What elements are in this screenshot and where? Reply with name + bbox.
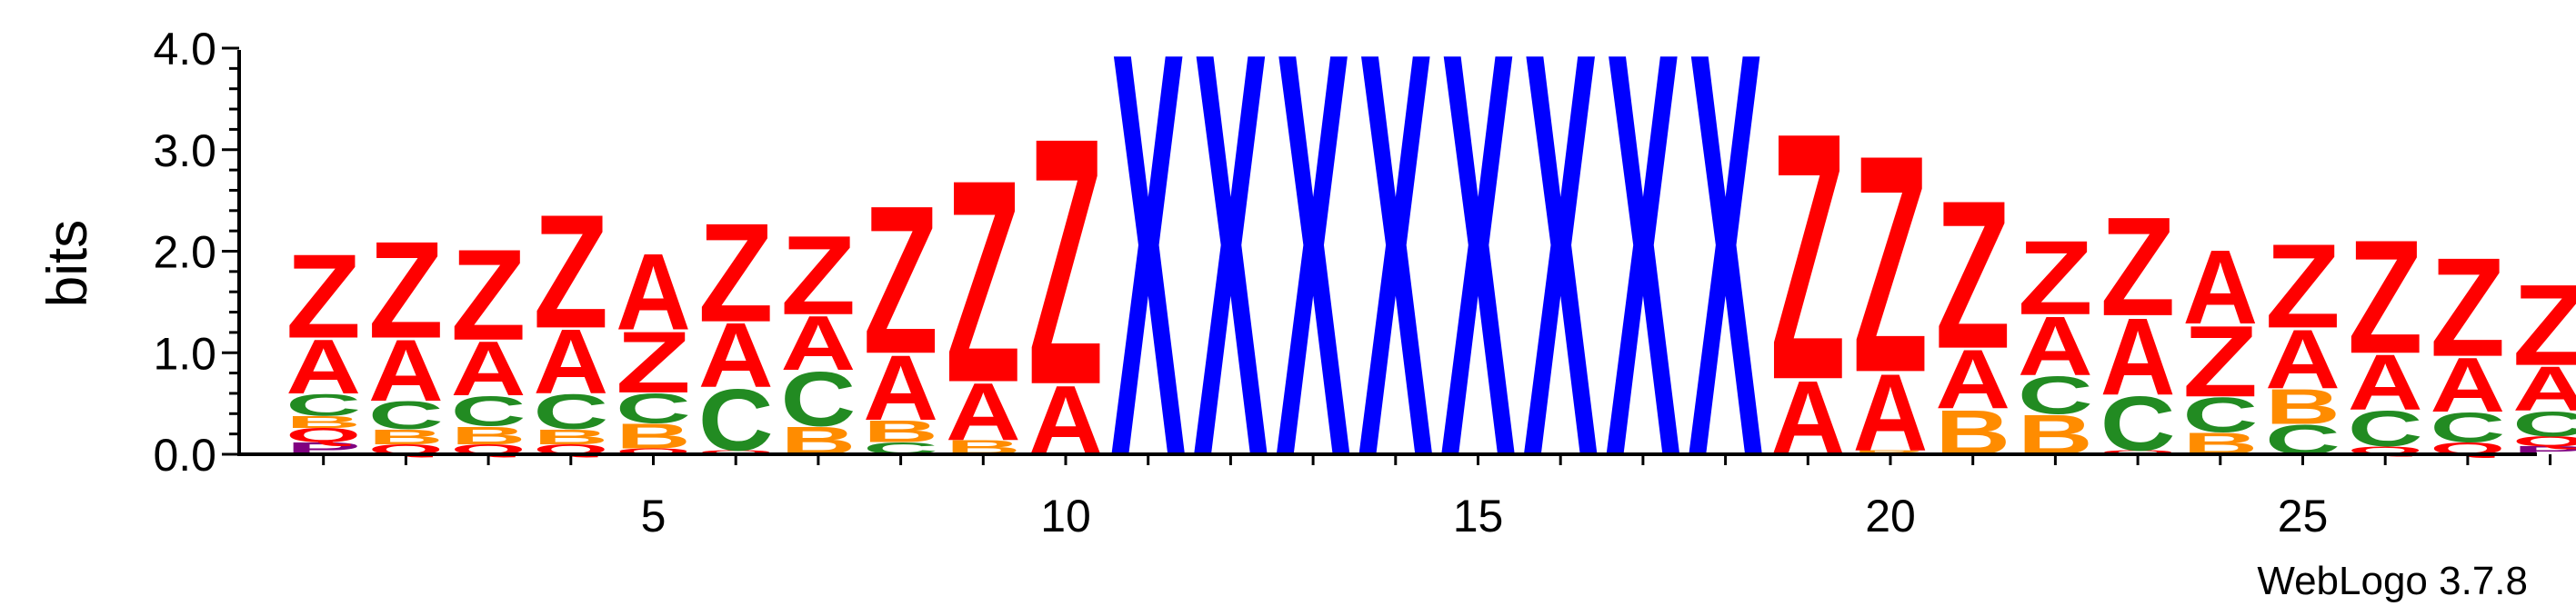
logo-letter-z: Z (863, 163, 938, 398)
logo-letter-z: Z (698, 194, 774, 352)
x-ticks: 5 10 15 20 25 (324, 454, 2551, 541)
logo-letter-z: Z (2265, 220, 2340, 353)
x-tick-label: 25 (2278, 491, 2329, 541)
logo-letter-z: Z (451, 223, 526, 367)
logo-letter-z: Z (1935, 158, 2010, 393)
logo-letter-z: Z (2512, 260, 2576, 389)
logo-letter-a: A (616, 231, 691, 353)
y-tick-label: 4.0 (153, 24, 216, 75)
logo-letter-z: Z (2348, 206, 2423, 387)
logo-letter-a: A (2182, 228, 2258, 346)
x-tick-label: 15 (1453, 491, 1504, 541)
logo-letter-z: Z (781, 212, 857, 339)
logo-letter-z: Z (2018, 219, 2093, 337)
logo-letter-z: Z (1853, 92, 1929, 438)
y-tick-label: 2.0 (153, 227, 216, 278)
logo-letter-x: X (1276, 0, 1351, 578)
logo-letter-x: X (1358, 0, 1433, 578)
logo-letter-z: Z (1770, 59, 1846, 453)
logo-letter-x: X (1193, 0, 1268, 578)
x-tick-label: 5 (641, 491, 667, 541)
logo-letter-x: X (1606, 0, 1681, 578)
logo-letter-x: X (1110, 0, 1186, 578)
logo-letter-z: Z (533, 181, 608, 362)
y-tick-label: 3.0 (153, 125, 216, 176)
logo-letter-z: Z (2100, 187, 2176, 345)
logo-letter-z: Z (946, 120, 1021, 442)
y-tick-label: 1.0 (153, 328, 216, 379)
y-axis-label: bits (36, 220, 99, 307)
logo-letter-x: X (1523, 0, 1599, 578)
logo-letter-z: Z (286, 230, 361, 363)
logo-letters: PQBCAZQBCAZQBCAZQBCAZQBCZAQCAZBCAZCBAZBA… (286, 0, 2576, 578)
y-ticks: 0.0 1.0 2.0 3.0 4.0 (153, 24, 239, 481)
logo-letter-x: X (1688, 0, 1763, 578)
logo-letter-z: Z (1028, 65, 1104, 459)
weblogo-credit: WebLogo 3.7.8 (2257, 559, 2528, 603)
x-tick-label: 20 (1865, 491, 1916, 541)
y-tick-label: 0.0 (153, 430, 216, 481)
logo-letter-z: Z (2431, 228, 2506, 386)
logo-letter-z: Z (368, 213, 444, 367)
x-tick-label: 10 (1040, 491, 1091, 541)
